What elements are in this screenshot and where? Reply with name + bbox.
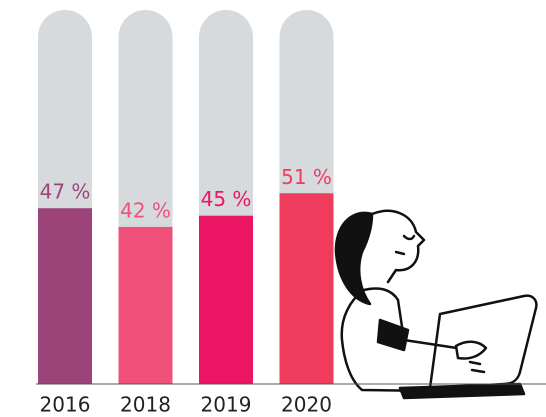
bar	[279, 193, 334, 384]
x-tick-label: 2020	[281, 393, 332, 417]
bar	[38, 208, 92, 384]
value-label: 51 %	[281, 165, 332, 189]
value-label: 45 %	[201, 187, 252, 211]
value-label: 42 %	[120, 198, 171, 222]
bar	[118, 226, 173, 384]
value-label: 47 %	[40, 180, 91, 204]
illustration	[334, 209, 538, 400]
x-tick-label: 2019	[201, 393, 252, 417]
x-tick-label: 2018	[120, 393, 171, 417]
x-tick-label: 2016	[40, 393, 91, 417]
bar	[199, 215, 253, 384]
